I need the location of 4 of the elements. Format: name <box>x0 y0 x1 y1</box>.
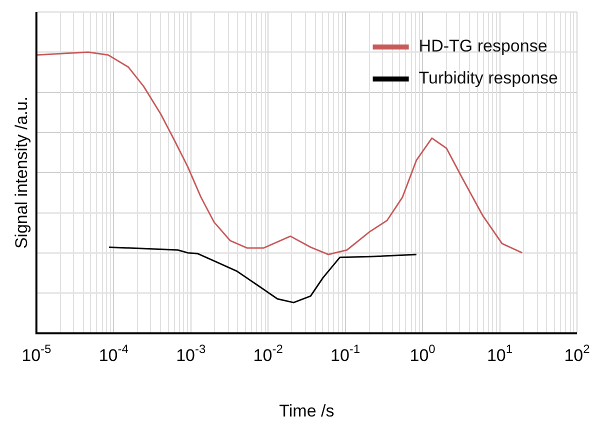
legend-label: Turbidity response <box>418 68 558 88</box>
x-axis-title: Time /s <box>279 401 334 420</box>
y-axis-title: Signal intensity /a.u. <box>12 96 31 249</box>
legend-label: HD-TG response <box>418 36 548 56</box>
